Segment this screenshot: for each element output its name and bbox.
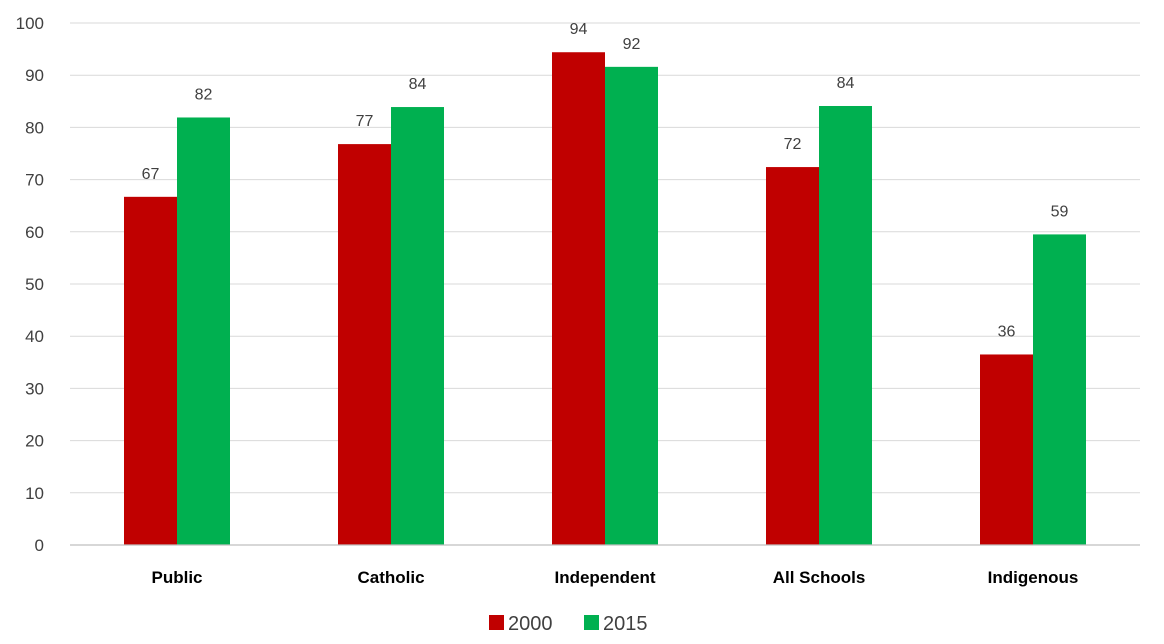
legend-label-2000: 2000 [508,613,553,635]
y-tick-label: 50 [25,275,44,294]
data-label: 72 [784,136,802,153]
y-tick-label: 80 [25,118,44,137]
bar-2015-public [177,117,230,546]
data-label: 77 [356,113,374,130]
data-label: 59 [1051,203,1069,220]
y-tick-label: 0 [35,536,44,555]
x-tick-label: Independent [554,568,655,587]
x-tick-label: Public [151,568,202,587]
bar-2015-independent [605,66,658,546]
bar-2000-indigenous [980,354,1033,545]
bar-2015-catholic [391,107,444,546]
bar-2015-indigenous [1033,234,1086,545]
x-tick-label: Catholic [357,568,424,587]
data-labels: 67 82 77 84 94 92 72 84 36 59 [142,21,1069,340]
y-tick-label: 10 [25,484,44,503]
data-label: 94 [570,21,588,38]
y-tick-label: 70 [25,171,44,190]
y-tick-label: 60 [25,223,44,242]
x-tick-label: All Schools [773,568,866,587]
x-tick-label: Indigenous [988,568,1079,587]
data-label: 36 [998,323,1016,340]
data-label: 84 [837,75,855,92]
y-axis: 0 10 20 30 40 50 60 70 80 90 100 [16,14,44,555]
legend: 2000 2015 [489,613,648,635]
y-tick-label: 90 [25,66,44,85]
bars [124,52,1086,546]
legend-swatch-2000 [489,615,504,630]
bar-2015-all-schools [819,105,872,546]
bar-2000-catholic [338,144,391,545]
legend-swatch-2015 [584,615,599,630]
y-tick-label: 100 [16,14,44,33]
legend-label-2015: 2015 [603,613,648,635]
data-label: 67 [142,166,160,183]
y-tick-label: 40 [25,327,44,346]
bar-2000-all-schools [766,167,819,545]
bar-2000-public [124,196,177,546]
data-label: 84 [409,76,427,93]
y-tick-label: 30 [25,379,44,398]
data-label: 92 [623,36,641,53]
x-axis: Public Catholic Independent All Schools Indi… [151,568,1078,587]
bar-2000-independent [552,52,605,546]
y-tick-label: 20 [25,432,44,451]
data-label: 82 [195,86,213,103]
